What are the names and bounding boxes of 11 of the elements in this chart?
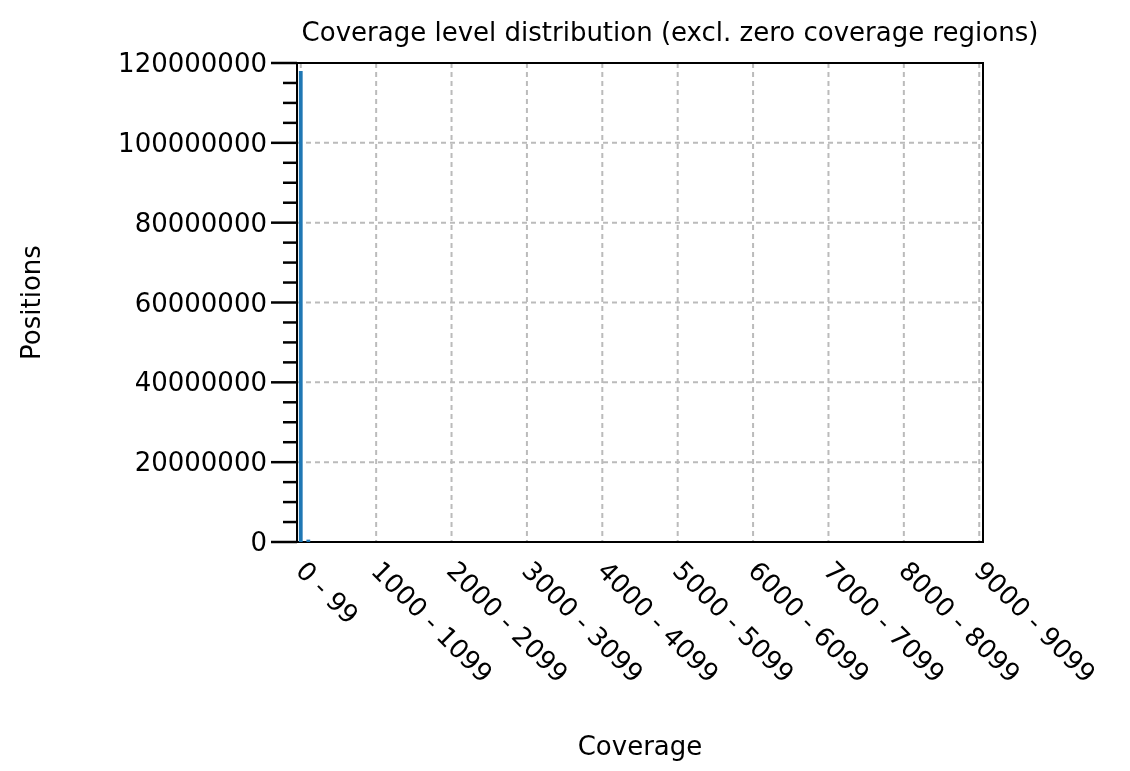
- y-tick-label: 100000000: [118, 127, 267, 158]
- y-tick-label: 60000000: [134, 287, 267, 318]
- y-tick-label: 80000000: [134, 207, 267, 238]
- y-tick-label: 20000000: [134, 447, 267, 478]
- x-axis-title: Coverage: [577, 731, 703, 761]
- y-tick-label: 40000000: [134, 367, 267, 398]
- y-tick-label: 120000000: [118, 48, 267, 79]
- y-tick-label: 0: [250, 527, 267, 558]
- y-axis-title: Positions: [16, 245, 46, 360]
- x-tick-label: 0 - 99: [290, 555, 365, 631]
- chart-title: Coverage level distribution (excl. zero coverage regions): [301, 17, 1039, 47]
